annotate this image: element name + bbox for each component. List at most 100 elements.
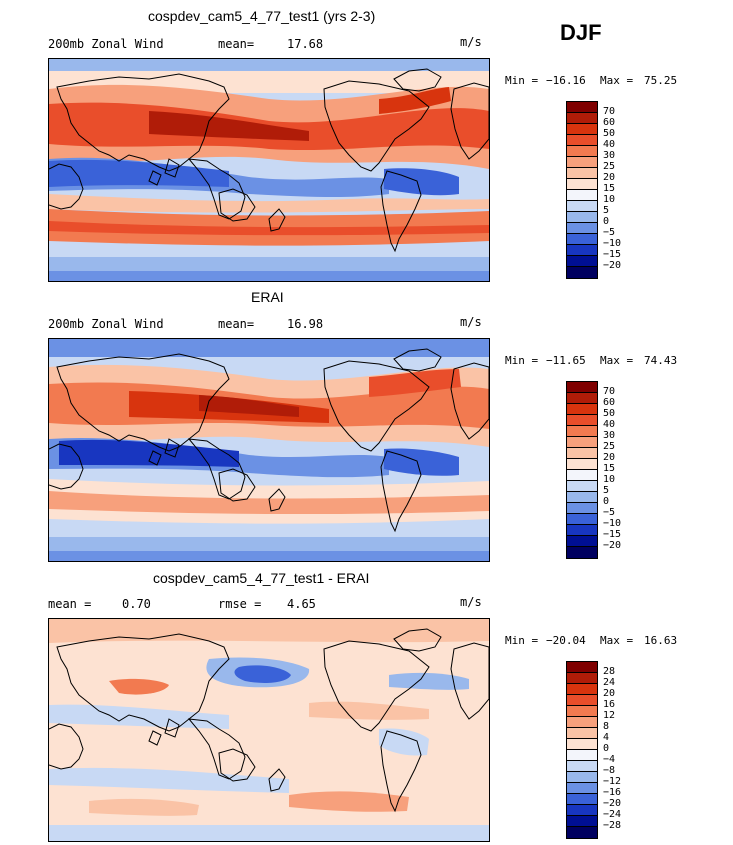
colorbar-swatch (567, 783, 597, 794)
season-label: DJF (560, 20, 602, 45)
panel-1-colorbar (566, 101, 598, 279)
colorbar-tick-label: 20 (603, 172, 616, 183)
colorbar-tick-label: −20 (603, 260, 622, 271)
colorbar-swatch (567, 437, 597, 448)
colorbar-swatch (567, 234, 597, 245)
colorbar-tick-label: 30 (603, 430, 616, 441)
colorbar-tick-label: 60 (603, 397, 616, 408)
colorbar-swatch (567, 382, 597, 393)
colorbar-tick-label: 24 (603, 677, 616, 688)
colorbar-swatch (567, 673, 597, 684)
colorbar-tick-label: −15 (603, 529, 622, 540)
colorbar-tick-label: 5 (603, 205, 610, 216)
panel-2-map (48, 338, 490, 562)
colorbar-tick-label: −12 (603, 776, 622, 787)
colorbar-tick-label: −28 (603, 820, 622, 831)
panel-1-variable-label: 200mb Zonal Wind (48, 37, 164, 51)
colorbar-swatch (567, 772, 597, 783)
colorbar-swatch (567, 503, 597, 514)
colorbar-tick-label: −15 (603, 249, 622, 260)
colorbar-tick-label: 0 (603, 743, 610, 754)
colorbar-tick-label: 60 (603, 117, 616, 128)
colorbar-tick-label: 50 (603, 128, 616, 139)
colorbar-swatch (567, 190, 597, 201)
panel-2-min-label: Min = (505, 354, 539, 367)
panel-3-mean-value: 0.70 (122, 597, 151, 611)
panel-3-title: cospdev_cam5_4_77_test1 - ERAI (153, 570, 370, 586)
panel-3-min-label: Min = (505, 634, 539, 647)
colorbar-tick-label: −16 (603, 787, 622, 798)
colorbar-tick-label: −5 (603, 227, 616, 238)
colorbar-tick-label: 10 (603, 194, 616, 205)
colorbar-tick-label: 20 (603, 688, 616, 699)
colorbar-swatch (567, 404, 597, 415)
colorbar-swatch (567, 256, 597, 267)
colorbar-swatch (567, 805, 597, 816)
colorbar-tick-label: 40 (603, 139, 616, 150)
colorbar-swatch (567, 470, 597, 481)
colorbar-swatch (567, 393, 597, 404)
panel-2-mean-label: mean= (218, 317, 255, 331)
colorbar-swatch (567, 514, 597, 525)
panel-2-contour-field (49, 339, 489, 561)
colorbar-tick-label: 30 (603, 150, 616, 161)
colorbar-swatch (567, 448, 597, 459)
colorbar-tick-label: 20 (603, 452, 616, 463)
colorbar-swatch (567, 794, 597, 805)
colorbar-tick-label: −8 (603, 765, 616, 776)
colorbar-tick-label: 70 (603, 386, 616, 397)
colorbar-tick-label: 15 (603, 183, 616, 194)
colorbar-swatch (567, 492, 597, 503)
colorbar-swatch (567, 750, 597, 761)
panel-2-max-label: Max = (600, 354, 634, 367)
colorbar-tick-label: −5 (603, 507, 616, 518)
colorbar-swatch (567, 728, 597, 739)
colorbar-tick-label: 12 (603, 710, 616, 721)
colorbar-tick-label: 40 (603, 419, 616, 430)
colorbar-tick-label: 5 (603, 485, 610, 496)
panel-2-units: m/s (460, 315, 482, 329)
panel-3-contour-field (49, 619, 489, 841)
panel-1-mean-label: mean= (218, 37, 255, 51)
colorbar-swatch (567, 662, 597, 673)
colorbar-tick-label: 16 (603, 699, 616, 710)
panel-2-max-value: 74.43 (644, 354, 678, 367)
colorbar-tick-label: 0 (603, 216, 610, 227)
panel-3-rmse-label: rmse = (218, 597, 262, 611)
colorbar-swatch (567, 739, 597, 750)
colorbar-tick-label: −24 (603, 809, 622, 820)
panel-1-units: m/s (460, 35, 482, 49)
panel-2-variable-label: 200mb Zonal Wind (48, 317, 164, 331)
colorbar-swatch (567, 146, 597, 157)
panel-2-min-value: −11.65 (546, 354, 586, 367)
colorbar-swatch (567, 706, 597, 717)
panel-3-colorbar (566, 661, 598, 839)
colorbar-swatch (567, 267, 597, 278)
panel-1-max-label: Max = (600, 74, 634, 87)
colorbar-swatch (567, 415, 597, 426)
colorbar-tick-label: 10 (603, 474, 616, 485)
colorbar-tick-label: 25 (603, 161, 616, 172)
panel-2-mean-value: 16.98 (287, 317, 324, 331)
colorbar-tick-label: 15 (603, 463, 616, 474)
colorbar-swatch (567, 179, 597, 190)
colorbar-tick-label: 28 (603, 666, 616, 677)
colorbar-swatch (567, 135, 597, 146)
colorbar-swatch (567, 481, 597, 492)
colorbar-tick-label: 4 (603, 732, 610, 743)
colorbar-tick-label: −20 (603, 798, 622, 809)
colorbar-swatch (567, 212, 597, 223)
panel-3-max-label: Max = (600, 634, 634, 647)
panel-1-contour-field (49, 59, 489, 281)
panel-3-min-value: −20.04 (546, 634, 586, 647)
colorbar-tick-label: 25 (603, 441, 616, 452)
colorbar-tick-label: −4 (603, 754, 616, 765)
colorbar-swatch (567, 223, 597, 234)
panel-3-mean-label: mean = (48, 597, 92, 611)
panel-1-max-value: 75.25 (644, 74, 678, 87)
panel-2-colorbar (566, 381, 598, 559)
panel-1-min-label: Min = (505, 74, 539, 87)
colorbar-swatch (567, 536, 597, 547)
colorbar-swatch (567, 816, 597, 827)
colorbar-swatch (567, 124, 597, 135)
